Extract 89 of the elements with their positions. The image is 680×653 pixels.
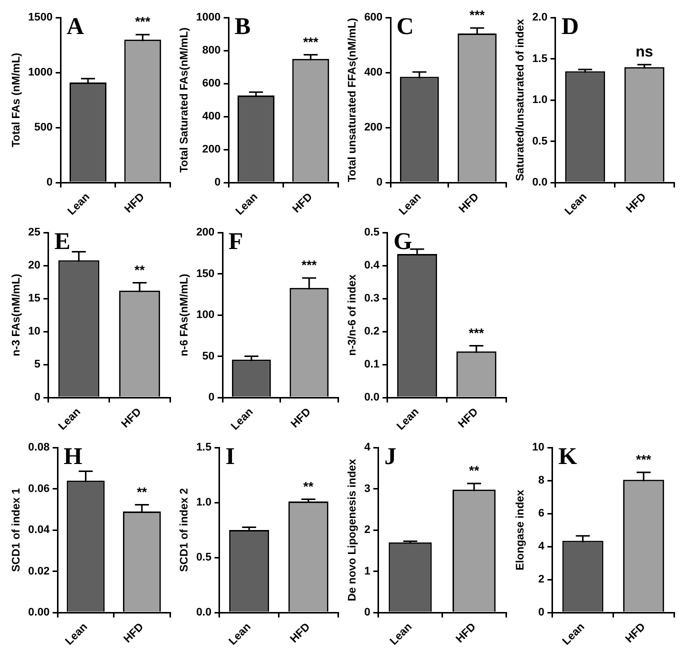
y-axis-title: SCD1 of index 2 (178, 488, 191, 572)
y-axis-title: SCD1 of index 1 (10, 488, 23, 572)
chart-title: G (393, 228, 412, 255)
y-tick-label: 2 (364, 524, 370, 536)
y-tick-label: 0.04 (28, 524, 50, 536)
y-tick-label: 0.08 (28, 442, 50, 454)
annotation: ** (303, 478, 314, 494)
y-tick-label: 2 (538, 574, 544, 586)
annotation: ns (636, 44, 654, 61)
y-tick-label: 600 (364, 12, 383, 24)
y-tick-label: 150 (196, 268, 215, 280)
y-tick-label: 0 (46, 176, 53, 189)
y-axis-title: Total Saturated FAs(nM/mL) (178, 27, 191, 173)
annotation: *** (303, 34, 320, 50)
y-tick-label: 0.1 (364, 358, 380, 371)
y-axis-title: Saturated/unsaturated of index (514, 18, 527, 182)
y-tick-label: 0 (34, 392, 40, 404)
y-tick-label: 50 (202, 350, 215, 362)
y-tick-label: 4 (364, 442, 372, 454)
y-tick-label: 600 (202, 78, 221, 90)
y-tick-label: 0 (364, 606, 370, 619)
y-tick-label: 400 (202, 110, 221, 123)
y-tick-label: 10 (532, 442, 544, 454)
chart-title: E (54, 228, 70, 255)
y-tick-label: 5 (34, 358, 40, 371)
chart-title: F (228, 228, 244, 255)
y-tick-label: 1.0 (196, 496, 212, 509)
y-tick-label: 400 (364, 66, 383, 79)
chart-title: K (558, 444, 578, 470)
y-tick-label: 1.5 (532, 52, 548, 65)
annotation: *** (135, 14, 152, 30)
y-tick-label: 0.2 (364, 326, 380, 338)
y-tick-label: 200 (364, 122, 383, 134)
chart-title: J (384, 444, 396, 470)
annotation: *** (468, 325, 485, 340)
annotation: *** (470, 8, 486, 23)
y-axis-title: Total FAs (nM/mL) (10, 52, 23, 148)
y-axis-title: n-3 FAs(nM/mL) (10, 273, 23, 356)
y-tick-label: 0 (214, 176, 221, 189)
y-tick-label: 0.02 (28, 565, 50, 578)
y-tick-label: 0 (208, 392, 215, 404)
y-tick-label: 0.06 (28, 482, 50, 495)
y-tick-label: 25 (28, 226, 40, 239)
y-tick-label: 800 (202, 44, 221, 57)
annotation: *** (636, 452, 652, 467)
y-tick-label: 2.0 (532, 12, 548, 24)
y-tick-label: 0.5 (364, 226, 380, 239)
y-axis-title: De novo Lipogenesis index (346, 458, 359, 602)
y-tick-label: 1.5 (196, 442, 212, 454)
y-axis-title: n-6 FAs(nM/mL) (178, 273, 191, 356)
y-tick-label: 500 (34, 122, 53, 134)
y-tick-label: 1000 (28, 66, 53, 79)
y-tick-label: 0.00 (28, 606, 50, 619)
annotation: ** (134, 262, 146, 278)
y-tick-label: 3 (364, 482, 370, 495)
y-tick-label: 0 (538, 606, 544, 619)
chart-title: A (66, 14, 85, 40)
chart-title: B (234, 14, 251, 40)
chart-title: D (561, 14, 579, 40)
chart-title: H (64, 444, 83, 470)
annotation: *** (302, 258, 318, 273)
chart-title: C (396, 14, 414, 40)
y-tick-label: 6 (538, 508, 544, 520)
y-tick-label: 8 (538, 474, 544, 487)
y-tick-label: 0.0 (364, 392, 380, 404)
y-tick-label: 20 (28, 260, 40, 272)
y-tick-label: 0.0 (196, 606, 212, 619)
y-tick-label: 4 (538, 540, 546, 553)
y-tick-label: 200 (202, 144, 221, 156)
y-tick-label: 0.3 (364, 292, 380, 305)
y-tick-label: 1000 (196, 12, 221, 24)
chart-title: I (225, 444, 235, 470)
annotation: ** (136, 484, 148, 500)
y-axis-title: Total unsaturated FFAs(nM/mL) (346, 18, 359, 182)
y-tick-label: 1.0 (532, 94, 548, 106)
y-tick-label: 0.0 (532, 176, 548, 189)
y-tick-label: 100 (196, 309, 215, 322)
y-tick-label: 0.5 (196, 552, 212, 564)
y-tick-label: 15 (28, 292, 40, 305)
y-tick-label: 1500 (28, 12, 53, 24)
y-tick-label: 10 (28, 326, 40, 338)
annotation: ** (469, 463, 480, 478)
y-axis-title: Elongase index (514, 488, 527, 570)
y-tick-label: 0.5 (532, 135, 548, 148)
y-tick-label: 0 (376, 176, 383, 189)
y-tick-label: 1 (364, 565, 370, 578)
y-tick-label: 0.4 (364, 260, 380, 272)
y-tick-label: 200 (196, 226, 215, 239)
y-axis-title: n-3/n-6 of index (346, 274, 359, 356)
